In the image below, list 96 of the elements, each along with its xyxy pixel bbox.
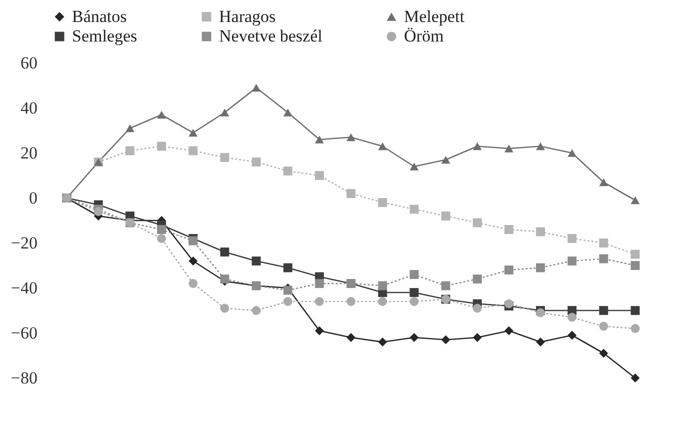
- point: [568, 330, 577, 340]
- point: [568, 256, 577, 266]
- point: [599, 322, 608, 331]
- point: [157, 225, 166, 234]
- point: [346, 333, 356, 342]
- legend-label: Melepett: [404, 6, 465, 26]
- point: [441, 156, 450, 164]
- point: [157, 142, 166, 151]
- point: [599, 238, 608, 248]
- point: [378, 297, 388, 306]
- point: [536, 308, 545, 318]
- point: [410, 270, 419, 279]
- point: [441, 281, 450, 290]
- point: [314, 171, 324, 180]
- point: [157, 110, 166, 119]
- point: [599, 348, 608, 358]
- point: [630, 196, 640, 204]
- point: [283, 286, 292, 295]
- point: [410, 297, 419, 306]
- point: [283, 297, 292, 306]
- point: [283, 263, 292, 272]
- y-tick-label: 20: [20, 144, 38, 162]
- point: [599, 306, 608, 315]
- point: [378, 142, 388, 150]
- point: [252, 306, 261, 315]
- point: [504, 266, 514, 274]
- point: [125, 146, 134, 156]
- point: [125, 124, 134, 132]
- point: [157, 234, 166, 243]
- legend-label: Nevetve beszél: [219, 26, 323, 46]
- point: [630, 250, 640, 259]
- point: [252, 84, 261, 92]
- point: [441, 212, 450, 220]
- point: [472, 274, 482, 284]
- point: [630, 324, 640, 333]
- legend-label: Öröm: [404, 26, 444, 46]
- point: [536, 338, 545, 346]
- point: [504, 299, 514, 308]
- point: [410, 204, 419, 214]
- y-tick-label: −60: [10, 324, 38, 342]
- point: [252, 256, 261, 266]
- point: [504, 326, 514, 336]
- point: [472, 304, 482, 313]
- point: [472, 142, 482, 150]
- point: [346, 133, 356, 142]
- point: [410, 162, 419, 170]
- point: [441, 335, 450, 344]
- point: [630, 374, 640, 382]
- point: [504, 225, 514, 234]
- legend-label: Haragos: [219, 6, 276, 26]
- point: [252, 158, 261, 166]
- point: [568, 234, 577, 243]
- point: [630, 306, 640, 315]
- point: [220, 153, 230, 162]
- point: [188, 128, 198, 137]
- point: [220, 248, 230, 256]
- point: [283, 108, 292, 116]
- point: [94, 207, 103, 216]
- y-tick-label: −80: [10, 368, 38, 388]
- y-tick-label: 40: [20, 98, 38, 118]
- point: [568, 149, 577, 157]
- point: [346, 297, 356, 306]
- point: [599, 178, 608, 186]
- legend-label: Bánatos: [72, 6, 127, 26]
- point: [188, 146, 198, 156]
- point: [188, 279, 198, 288]
- point: [378, 338, 388, 346]
- point: [346, 189, 356, 198]
- y-tick-label: 60: [20, 54, 38, 72]
- point: [410, 333, 419, 342]
- point: [314, 136, 324, 144]
- y-tick-label: 0: [29, 188, 38, 208]
- point: [378, 198, 388, 207]
- point: [410, 288, 419, 297]
- point: [630, 261, 640, 270]
- point: [472, 333, 482, 342]
- point: [599, 254, 608, 264]
- point: [378, 281, 388, 290]
- point: [536, 263, 545, 272]
- point: [314, 326, 324, 336]
- point: [188, 236, 198, 246]
- point: [220, 108, 230, 116]
- point: [504, 144, 514, 152]
- point: [314, 297, 324, 306]
- legend-label: Semleges: [72, 26, 138, 46]
- point: [188, 256, 198, 266]
- y-tick-label: −20: [10, 234, 38, 252]
- y-tick-label: −40: [10, 278, 38, 298]
- point: [536, 227, 545, 236]
- point: [314, 279, 324, 288]
- point: [568, 312, 577, 322]
- point: [283, 166, 292, 176]
- point: [220, 304, 230, 313]
- point: [536, 142, 545, 150]
- point: [472, 218, 482, 228]
- point: [220, 274, 230, 284]
